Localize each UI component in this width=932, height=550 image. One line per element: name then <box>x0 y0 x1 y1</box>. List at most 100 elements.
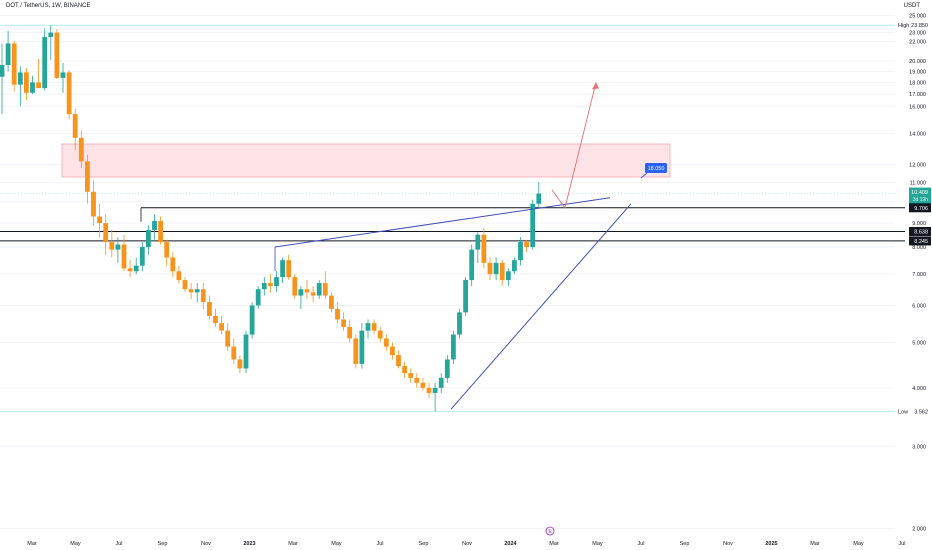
candle-body <box>304 289 310 293</box>
y-tick-label: 18.000 <box>909 80 926 86</box>
y-tick-label: 17.000 <box>909 92 926 98</box>
currency-label[interactable]: USDT <box>903 3 920 9</box>
candle-body <box>115 244 121 250</box>
candle-body <box>11 43 17 85</box>
candle-body <box>475 234 481 250</box>
candle-body <box>182 280 188 290</box>
candle-body <box>335 308 340 320</box>
candle-body <box>48 32 54 38</box>
candle-body <box>499 262 505 281</box>
candle-body <box>0 65 5 77</box>
resistance-zone-rect <box>61 143 671 178</box>
candle-body <box>78 137 84 162</box>
candle-body <box>249 305 255 335</box>
candle-body <box>66 72 72 115</box>
x-tick-label: Mar <box>549 541 559 547</box>
resistance-zone[interactable] <box>61 143 671 178</box>
candle-body <box>353 338 359 364</box>
candle-body <box>396 355 401 367</box>
lower-trendline <box>450 203 632 410</box>
candle-body <box>237 359 243 369</box>
time-axis[interactable]: Mar May Jul Sep Nov 2023 Mar May Jul Sep Nov 2024 Ma… <box>27 526 906 547</box>
x-tick-label: 2024 <box>504 541 517 547</box>
price-tag-box <box>909 203 931 213</box>
low-tag-bg <box>896 406 930 417</box>
x-tick-label: Nov <box>201 541 211 547</box>
candle-body <box>469 249 475 281</box>
x-tick-label: May <box>853 541 864 547</box>
candle-body <box>377 330 383 339</box>
candle-body <box>383 338 389 347</box>
candle-body <box>24 72 29 93</box>
candle-body <box>200 289 206 303</box>
candle-body <box>347 326 353 339</box>
candle-body <box>512 260 517 272</box>
trend-drawings[interactable]: 18.050 <box>274 82 667 410</box>
candle-body <box>463 280 468 313</box>
candle-body <box>451 334 456 360</box>
candle-body <box>219 323 224 331</box>
candle-body <box>329 295 334 309</box>
candle-body <box>518 242 523 261</box>
x-tick-label: Jul <box>376 541 383 547</box>
price-tag-value: 8.245 <box>914 239 928 245</box>
x-tick-label: Mar <box>288 541 298 547</box>
y-tick-label: 16.000 <box>909 104 926 110</box>
y-tick-label: 20.000 <box>909 59 926 65</box>
candle-body <box>176 271 182 281</box>
candle-body <box>310 292 316 296</box>
event-marker-label: E <box>548 529 552 535</box>
x-tick-label: Jul <box>898 541 905 547</box>
candle-body <box>213 315 218 324</box>
candle-body <box>243 334 249 369</box>
candle-body <box>286 260 292 278</box>
y-tick-label: 2.000 <box>912 527 926 533</box>
candle-body <box>225 330 231 347</box>
y-tick-label: 7.000 <box>912 272 926 278</box>
candle-body <box>268 283 273 287</box>
high-tag-label: High <box>898 23 909 29</box>
candle-body <box>60 72 66 78</box>
candle-body <box>42 37 48 89</box>
candle-body <box>530 203 536 248</box>
candle-body <box>438 377 444 388</box>
x-tick-label: May <box>592 541 603 547</box>
candle-body <box>274 277 279 287</box>
candle-body <box>255 289 261 306</box>
candle-body <box>5 43 11 66</box>
candle-body <box>170 257 176 272</box>
price-tag-box <box>909 236 931 246</box>
y-tick-label: 11.000 <box>910 180 926 186</box>
x-tick-label: Nov <box>723 541 733 547</box>
candle-body <box>72 114 78 138</box>
high-tag-bg <box>896 20 930 31</box>
y-tick-label: 9.000 <box>912 221 926 227</box>
x-tick-label: 2025 <box>765 541 777 547</box>
candle-body <box>188 289 194 293</box>
price-axis[interactable]: 2.000 3.000 4.000 5.000 6.000 7.000 8.000 9.000… <box>909 14 926 533</box>
low-tag-label: Low <box>898 409 908 415</box>
candle-body <box>54 32 60 78</box>
candle-body <box>298 289 304 296</box>
candle-body <box>322 283 328 296</box>
candle-body <box>158 220 163 243</box>
y-tick-label: 14.000 <box>909 131 926 137</box>
target-label-pointer <box>640 172 648 179</box>
candle-body <box>121 244 127 269</box>
candle-body <box>390 346 395 356</box>
candle-body <box>292 277 298 296</box>
candle-body <box>207 302 212 316</box>
candle-body <box>365 323 371 331</box>
target-label: 18.050 <box>648 166 665 172</box>
candle-body <box>359 330 365 364</box>
horizontal-levels[interactable] <box>0 24 905 412</box>
y-tick-label: 8.000 <box>912 245 926 251</box>
x-tick-label: 2023 <box>243 541 255 547</box>
candle-body <box>432 387 438 393</box>
candle-body <box>280 260 285 278</box>
x-tick-label: May <box>70 541 81 547</box>
y-tick-label: 12.000 <box>909 163 926 169</box>
price-tag-value: 10.409 <box>911 190 928 196</box>
